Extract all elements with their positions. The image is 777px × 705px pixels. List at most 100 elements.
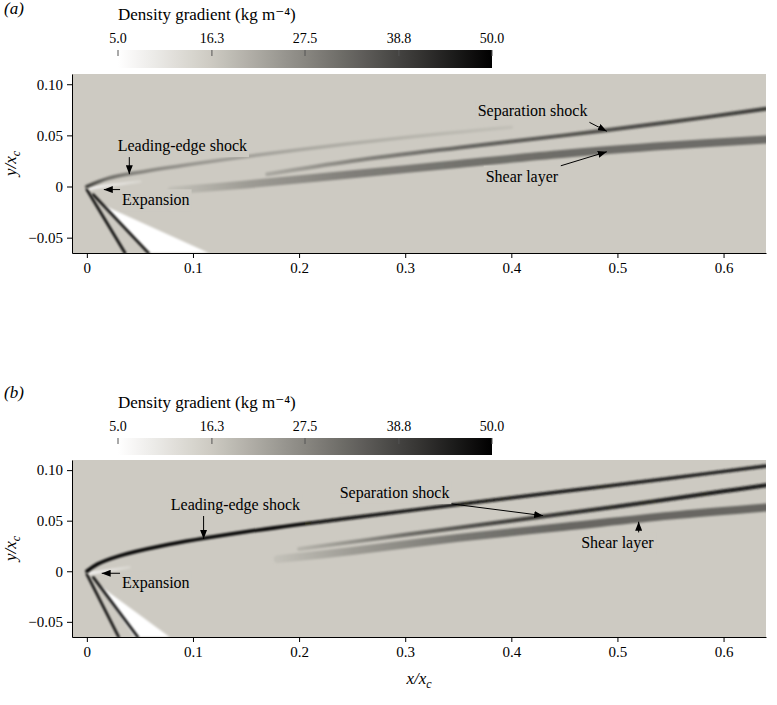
colorbar-tick-label: 38.8	[387, 419, 412, 434]
tick-mark	[67, 470, 72, 471]
tick-label: 0.2	[290, 260, 309, 276]
colorbar-title: Density gradient (kg m⁻⁴)	[118, 393, 296, 412]
x-tick: 0.1	[184, 637, 203, 660]
annotation: Expansion	[102, 572, 192, 594]
axis-line	[72, 461, 73, 638]
annotation-label: Leading-edge shock	[171, 496, 300, 514]
tick-label: 0	[56, 179, 64, 195]
y-axis-title: y/xc	[1, 150, 23, 178]
x-tick: 0.3	[396, 637, 415, 660]
feature-line	[87, 466, 766, 571]
annotation: Shear layer	[579, 522, 656, 555]
x-axis: 0 0.1 0.2 0.3 0.4 0.5 0.6	[73, 637, 767, 660]
x-tick: 0	[84, 253, 92, 276]
region	[103, 205, 209, 253]
annotation-arrow	[203, 516, 204, 539]
tick-mark	[67, 135, 72, 136]
tick-mark	[193, 253, 194, 258]
y-axis: −0.0500.050.10	[28, 75, 72, 254]
tick-mark	[87, 253, 88, 258]
annotation: Separation shock	[476, 100, 607, 131]
annotation-arrow	[561, 152, 607, 166]
annotation-arrow	[102, 573, 120, 574]
tick-mark	[617, 253, 618, 258]
label-patch	[116, 135, 249, 157]
tick-mark	[193, 637, 194, 642]
colorbar-tick-label: 27.5	[293, 419, 318, 434]
tick-mark	[617, 637, 618, 642]
tick-label: 0.1	[184, 260, 203, 276]
tick-label: 0.1	[184, 644, 203, 660]
colorbar-tick-label: 50.0	[480, 419, 505, 434]
x-tick: 0.3	[396, 253, 415, 276]
label-patch	[169, 494, 302, 516]
annotation-label: Separation shock	[478, 102, 588, 120]
tick-label: 0.05	[37, 513, 63, 529]
colorbar-tick	[492, 50, 493, 56]
tick-label: 0.5	[609, 260, 628, 276]
tick-mark	[511, 253, 512, 258]
tick-label: −0.05	[28, 614, 63, 630]
x-tick: 0.5	[609, 253, 628, 276]
y-tick: 0	[56, 564, 73, 580]
y-axis-title: y/xc	[1, 535, 23, 563]
panel: (a)Density gradient (kg m⁻⁴)5.016.327.53…	[1, 0, 767, 276]
annotation-label: Shear layer	[581, 534, 654, 552]
y-tick: −0.05	[28, 614, 72, 630]
y-tick: 0.05	[37, 513, 72, 529]
tick-mark	[724, 253, 725, 258]
annotation-arrow	[589, 122, 606, 131]
tick-label: 0.6	[715, 644, 734, 660]
x-axis: 0 0.1 0.2 0.3 0.4 0.5 0.6	[73, 253, 767, 276]
label-patch	[484, 166, 561, 188]
tick-mark	[724, 637, 725, 642]
tick-label: 0	[84, 260, 92, 276]
tick-mark	[405, 253, 406, 258]
tick-mark	[299, 253, 300, 258]
label-patch	[476, 100, 590, 122]
tick-mark	[67, 622, 72, 623]
colorbar-tick	[492, 438, 493, 444]
annotation-arrow	[104, 189, 120, 190]
x-tick: 0.2	[290, 253, 309, 276]
x-tick: 0.4	[502, 253, 521, 276]
label-patch	[338, 482, 452, 504]
axis-line	[73, 253, 767, 254]
colorbar-tick	[118, 50, 119, 56]
tick-mark	[299, 637, 300, 642]
tick-label: 0.4	[502, 260, 521, 276]
tick-label: 0.3	[396, 644, 415, 660]
colorbar-tick-label: 27.5	[293, 31, 318, 46]
label-patch	[120, 189, 192, 211]
axis-line	[72, 75, 73, 254]
tick-label: 0.10	[37, 462, 63, 478]
y-axis: −0.05 0 0.05 0.10	[28, 461, 72, 638]
tick-label: 0.4	[502, 644, 521, 660]
colorbar	[118, 50, 492, 68]
colorbar-title: Density gradient (kg m⁻⁴)	[118, 5, 296, 24]
figure: (a)Density gradient (kg m⁻⁴)5.016.327.53…	[0, 0, 777, 705]
annotation: Separation shock	[338, 482, 543, 516]
tick-mark	[67, 521, 72, 522]
tick-label: 0.5	[609, 644, 628, 660]
label-patch	[120, 572, 192, 594]
y-tick: −0.05	[28, 230, 72, 246]
x-tick: 0	[84, 637, 92, 660]
annotation-arrow	[451, 504, 543, 516]
colorbar-tick-label: 5.0	[109, 31, 127, 46]
annotation: Shear layer	[484, 152, 607, 188]
x-tick: 0.6	[715, 253, 734, 276]
x-tick: 0.5	[609, 637, 628, 660]
x-tick: 0.2	[290, 637, 309, 660]
colorbar-tick-label: 38.8	[387, 31, 412, 46]
annotation-arrow	[638, 522, 639, 533]
x-tick: 0.6	[715, 637, 734, 660]
annotation-label: Leading-edge shock	[118, 137, 247, 155]
tick-mark	[405, 637, 406, 642]
y-tick: 0.10	[37, 462, 72, 478]
tick-mark	[67, 84, 72, 85]
plot-background	[72, 74, 766, 253]
annotation-label: Expansion	[122, 574, 190, 592]
tick-mark	[67, 571, 72, 572]
colorbar-tick	[305, 438, 306, 444]
